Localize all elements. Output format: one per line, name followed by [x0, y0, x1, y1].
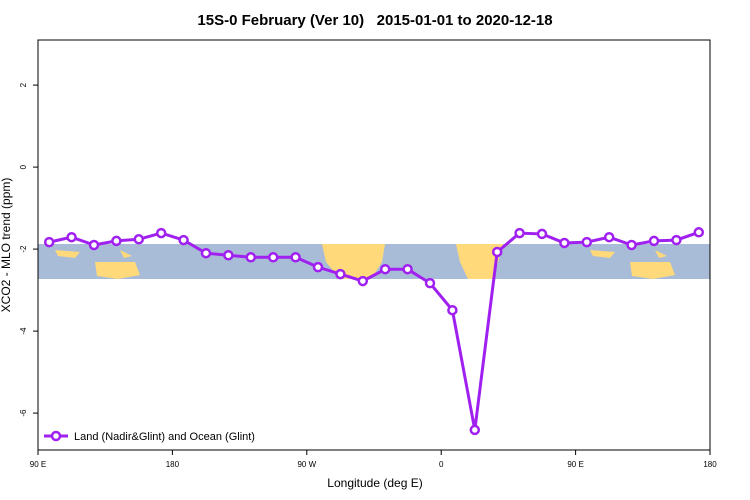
data-point: [290, 252, 301, 263]
y-tick-label: -6: [19, 409, 28, 417]
y-tick-label: 2: [19, 82, 28, 87]
data-point: [178, 234, 189, 246]
data-point: [491, 246, 503, 258]
data-point: [335, 268, 346, 280]
data-point: [536, 228, 548, 240]
x-tick-label: 90 E: [30, 460, 46, 469]
y-axis-label: XCO2 - MLO trend (ppm): [0, 178, 13, 313]
data-point: [155, 227, 167, 239]
data-point: [66, 231, 77, 243]
data-point: [379, 263, 391, 275]
data-point: [603, 231, 615, 243]
y-tick-label: -2: [19, 245, 28, 253]
x-tick-label: 0: [439, 460, 444, 469]
data-point: [88, 239, 100, 251]
x-tick-label: 180: [166, 460, 180, 469]
legend-marker: [50, 430, 62, 442]
data-point: [402, 263, 413, 275]
data-point: [424, 277, 436, 289]
data-point: [447, 304, 458, 316]
chart-title: 15S-0 February (Ver 10) 2015-01-01 to 20…: [197, 12, 552, 29]
data-point: [312, 261, 324, 273]
data-point: [357, 275, 369, 287]
x-axis-label: Longitude (deg E): [327, 476, 422, 490]
x-tick-label: 90 E: [567, 460, 583, 469]
data-point: [245, 252, 257, 263]
y-tick-label: 0: [19, 164, 28, 169]
data-point: [43, 236, 55, 248]
data-point: [469, 424, 481, 436]
data-point: [648, 235, 660, 247]
data-point: [514, 227, 525, 239]
plot-frame: [37, 39, 711, 451]
x-tick-label: 90 W: [297, 460, 316, 469]
data-point: [626, 239, 637, 251]
data-point: [223, 250, 234, 261]
data-point: [133, 234, 145, 245]
data-point: [693, 227, 705, 238]
y-tick-label: -4: [19, 327, 28, 335]
legend-label: Land (Nadir&Glint) and Ocean (Glint): [74, 431, 255, 443]
data-point: [581, 236, 593, 248]
x-tick-label: 180: [703, 460, 717, 469]
data-point: [111, 235, 122, 247]
data-point: [559, 237, 570, 249]
data-point: [200, 247, 212, 259]
data-point: [671, 234, 682, 246]
map-background: [38, 244, 710, 279]
data-point: [267, 252, 279, 263]
